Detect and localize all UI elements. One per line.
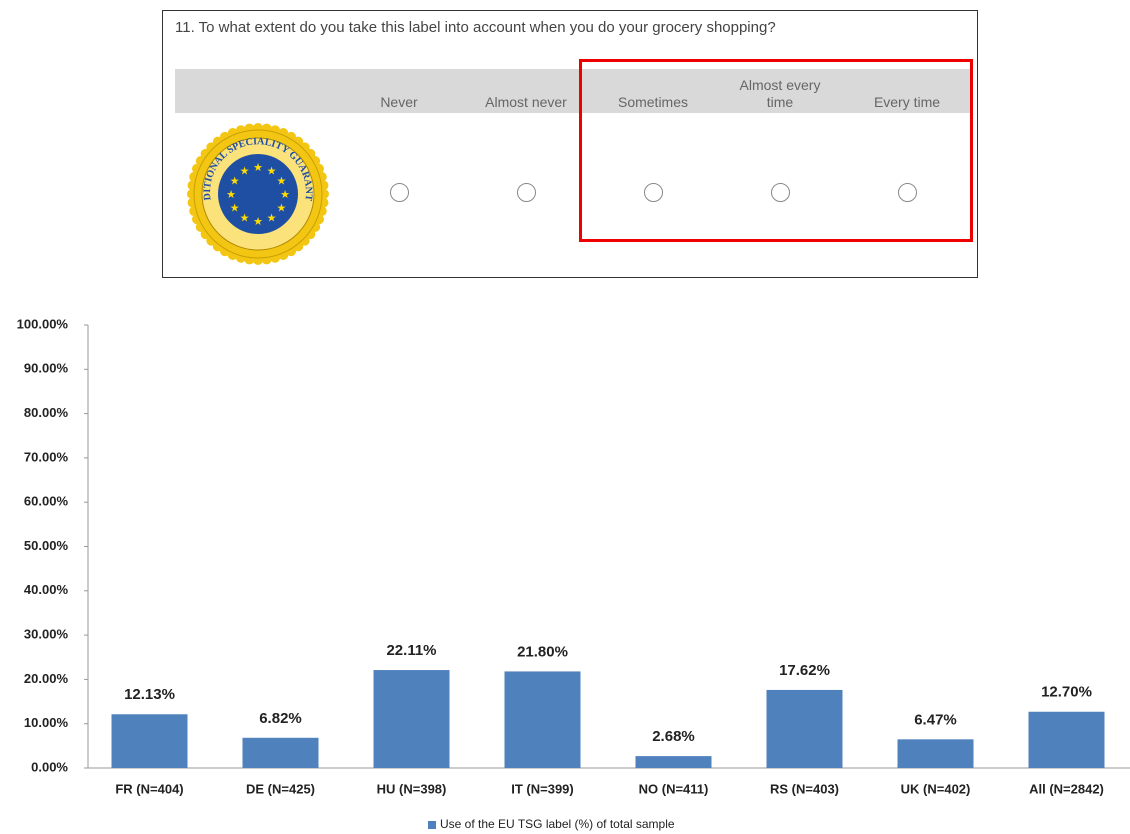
bar [635,756,712,768]
y-tick-label: 90.00% [24,361,69,376]
bar [766,689,843,768]
logo-star: ★ [267,166,277,178]
logo-star: ★ [276,203,286,215]
x-tick-label: DE (N=425) [246,781,315,796]
option-label: Sometimes [617,94,689,110]
bar [242,737,319,768]
y-tick-label: 40.00% [24,582,69,597]
x-tick-label: NO (N=411) [639,781,709,796]
logo-star: ★ [240,212,250,224]
logo-star: ★ [253,216,263,228]
option-label: Never [380,94,418,110]
radio-button[interactable] [898,183,917,202]
x-tick-label: RS (N=403) [770,781,839,796]
chart: 0.00% 10.00% 20.00% 30.00% 40.00% 50.00% 60.00… [17,316,1130,831]
tsg-logo: ★★★★★★★★★★★★ TRADITIONAL SPECIALITY GUAR… [187,123,329,265]
logo-star: ★ [253,162,263,174]
x-tick-label: UK (N=402) [901,781,971,796]
y-tick-label: 10.00% [24,715,69,730]
radio-button[interactable] [517,183,536,202]
logo-star: ★ [276,176,286,188]
y-tick-label: 100.00% [17,316,69,331]
radio-button[interactable] [644,183,663,202]
bar [1028,711,1105,768]
highlight-box [579,59,973,242]
y-tick-label: 80.00% [24,405,69,420]
survey-box: 11. To what extent do you take this labe… [162,10,978,278]
x-tick-label: HU (N=398) [377,781,447,796]
logo-star: ★ [230,176,240,188]
y-tick-label: 30.00% [24,627,69,642]
bar [111,714,188,768]
radio-button[interactable] [771,183,790,202]
value-label: 2.68% [652,728,695,745]
value-label: 17.62% [779,662,830,679]
bar [373,670,450,768]
option-label: Almost never [485,94,567,110]
option-label: Almost every time [739,77,821,110]
y-tick-label: 60.00% [24,494,69,509]
x-tick-label: FR (N=404) [115,781,183,796]
value-label: 6.47% [914,711,957,728]
y-tick-label: 70.00% [24,449,69,464]
value-label: 12.70% [1041,684,1092,701]
value-label: 22.11% [386,642,436,659]
bar [897,739,974,768]
bar [504,671,581,768]
value-label: 6.82% [259,710,302,727]
value-label: 21.80% [517,643,568,660]
option-label: Every time [873,94,941,110]
y-tick-label: 50.00% [24,538,69,553]
x-tick-label: All (N=2842) [1029,781,1104,796]
legend-label: Use of the EU TSG label (%) of total sam… [440,817,675,831]
logo-star: ★ [226,189,236,201]
logo-star: ★ [230,203,240,215]
y-tick-label: 0.00% [31,759,68,774]
value-label: 12.13% [124,686,175,703]
logo-star: ★ [240,166,250,178]
x-tick-label: IT (N=399) [511,781,574,796]
header-band [175,69,970,113]
y-tick-label: 20.00% [24,671,69,686]
legend-swatch [428,821,436,829]
logo-star: ★ [280,189,290,201]
logo-star: ★ [267,212,277,224]
question: 11. To what extent do you take this labe… [175,19,776,36]
radio-button[interactable] [390,183,409,202]
